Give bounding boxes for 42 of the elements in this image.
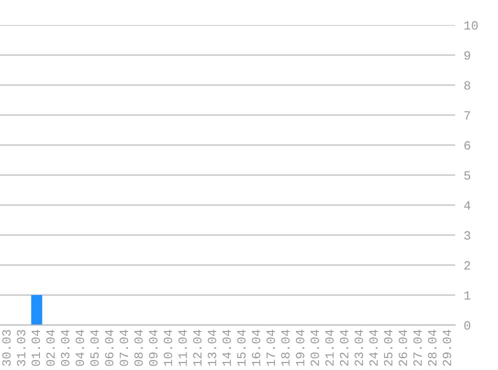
x-tick-label: 02.04 <box>46 330 55 366</box>
x-tick-label: 24.04 <box>369 330 378 366</box>
x-tick-label: 09.04 <box>149 330 158 366</box>
x-tick-label: 08.04 <box>134 330 143 366</box>
x-tick-label: 01.04 <box>32 330 40 366</box>
y-tick-label: 3 <box>464 231 470 240</box>
x-tick-label: 13.04 <box>208 330 216 366</box>
x-tick-label: 18.04 <box>281 330 290 366</box>
x-tick-label: 20.04 <box>310 330 320 366</box>
y-tick-label: 4 <box>464 201 470 210</box>
x-tick-label: 25.04 <box>384 330 392 366</box>
x-tick-label: 17.04 <box>266 330 275 366</box>
x-tick-label: 16.04 <box>252 330 260 366</box>
x-tick-label: 29.04 <box>442 330 452 366</box>
y-tick-label: 9 <box>464 51 470 60</box>
x-tick-label: 30.03 <box>2 330 11 366</box>
x-tick-label: 10.04 <box>164 330 172 366</box>
x-tick-label: 14.04 <box>222 330 231 366</box>
y-tick-label: 2 <box>464 261 470 270</box>
x-tick-label: 07.04 <box>120 330 128 366</box>
x-tick-label: 23.04 <box>354 330 364 366</box>
y-tick-label: 1 <box>464 291 470 300</box>
y-tick-label: 7 <box>464 111 470 120</box>
y-tick-label: 0 <box>464 321 470 330</box>
x-tick-label: 21.04 <box>325 330 334 366</box>
y-tick-label: 8 <box>464 81 470 90</box>
x-tick-label: 28.04 <box>428 330 437 366</box>
x-tick-label: 12.04 <box>193 330 202 366</box>
x-tick-label: 26.04 <box>398 330 408 366</box>
y-tick-label: 5 <box>464 171 470 180</box>
x-tick-label: 27.04 <box>413 330 422 366</box>
x-tick-label: 15.04 <box>237 330 246 366</box>
y-tick-label: 10 <box>464 21 478 30</box>
x-tick-label: 31.03 <box>16 330 26 366</box>
x-tick-label: 22.04 <box>340 330 348 366</box>
x-tick-label: 03.04 <box>60 330 70 366</box>
x-tick-label: 06.04 <box>104 330 114 366</box>
x-tick-label: 11.04 <box>178 330 187 366</box>
x-tick-label: 19.04 <box>296 330 304 366</box>
y-tick-label: 6 <box>464 141 470 150</box>
x-tick-label: 05.04 <box>90 330 99 366</box>
x-tick-label: 04.04 <box>76 330 84 366</box>
